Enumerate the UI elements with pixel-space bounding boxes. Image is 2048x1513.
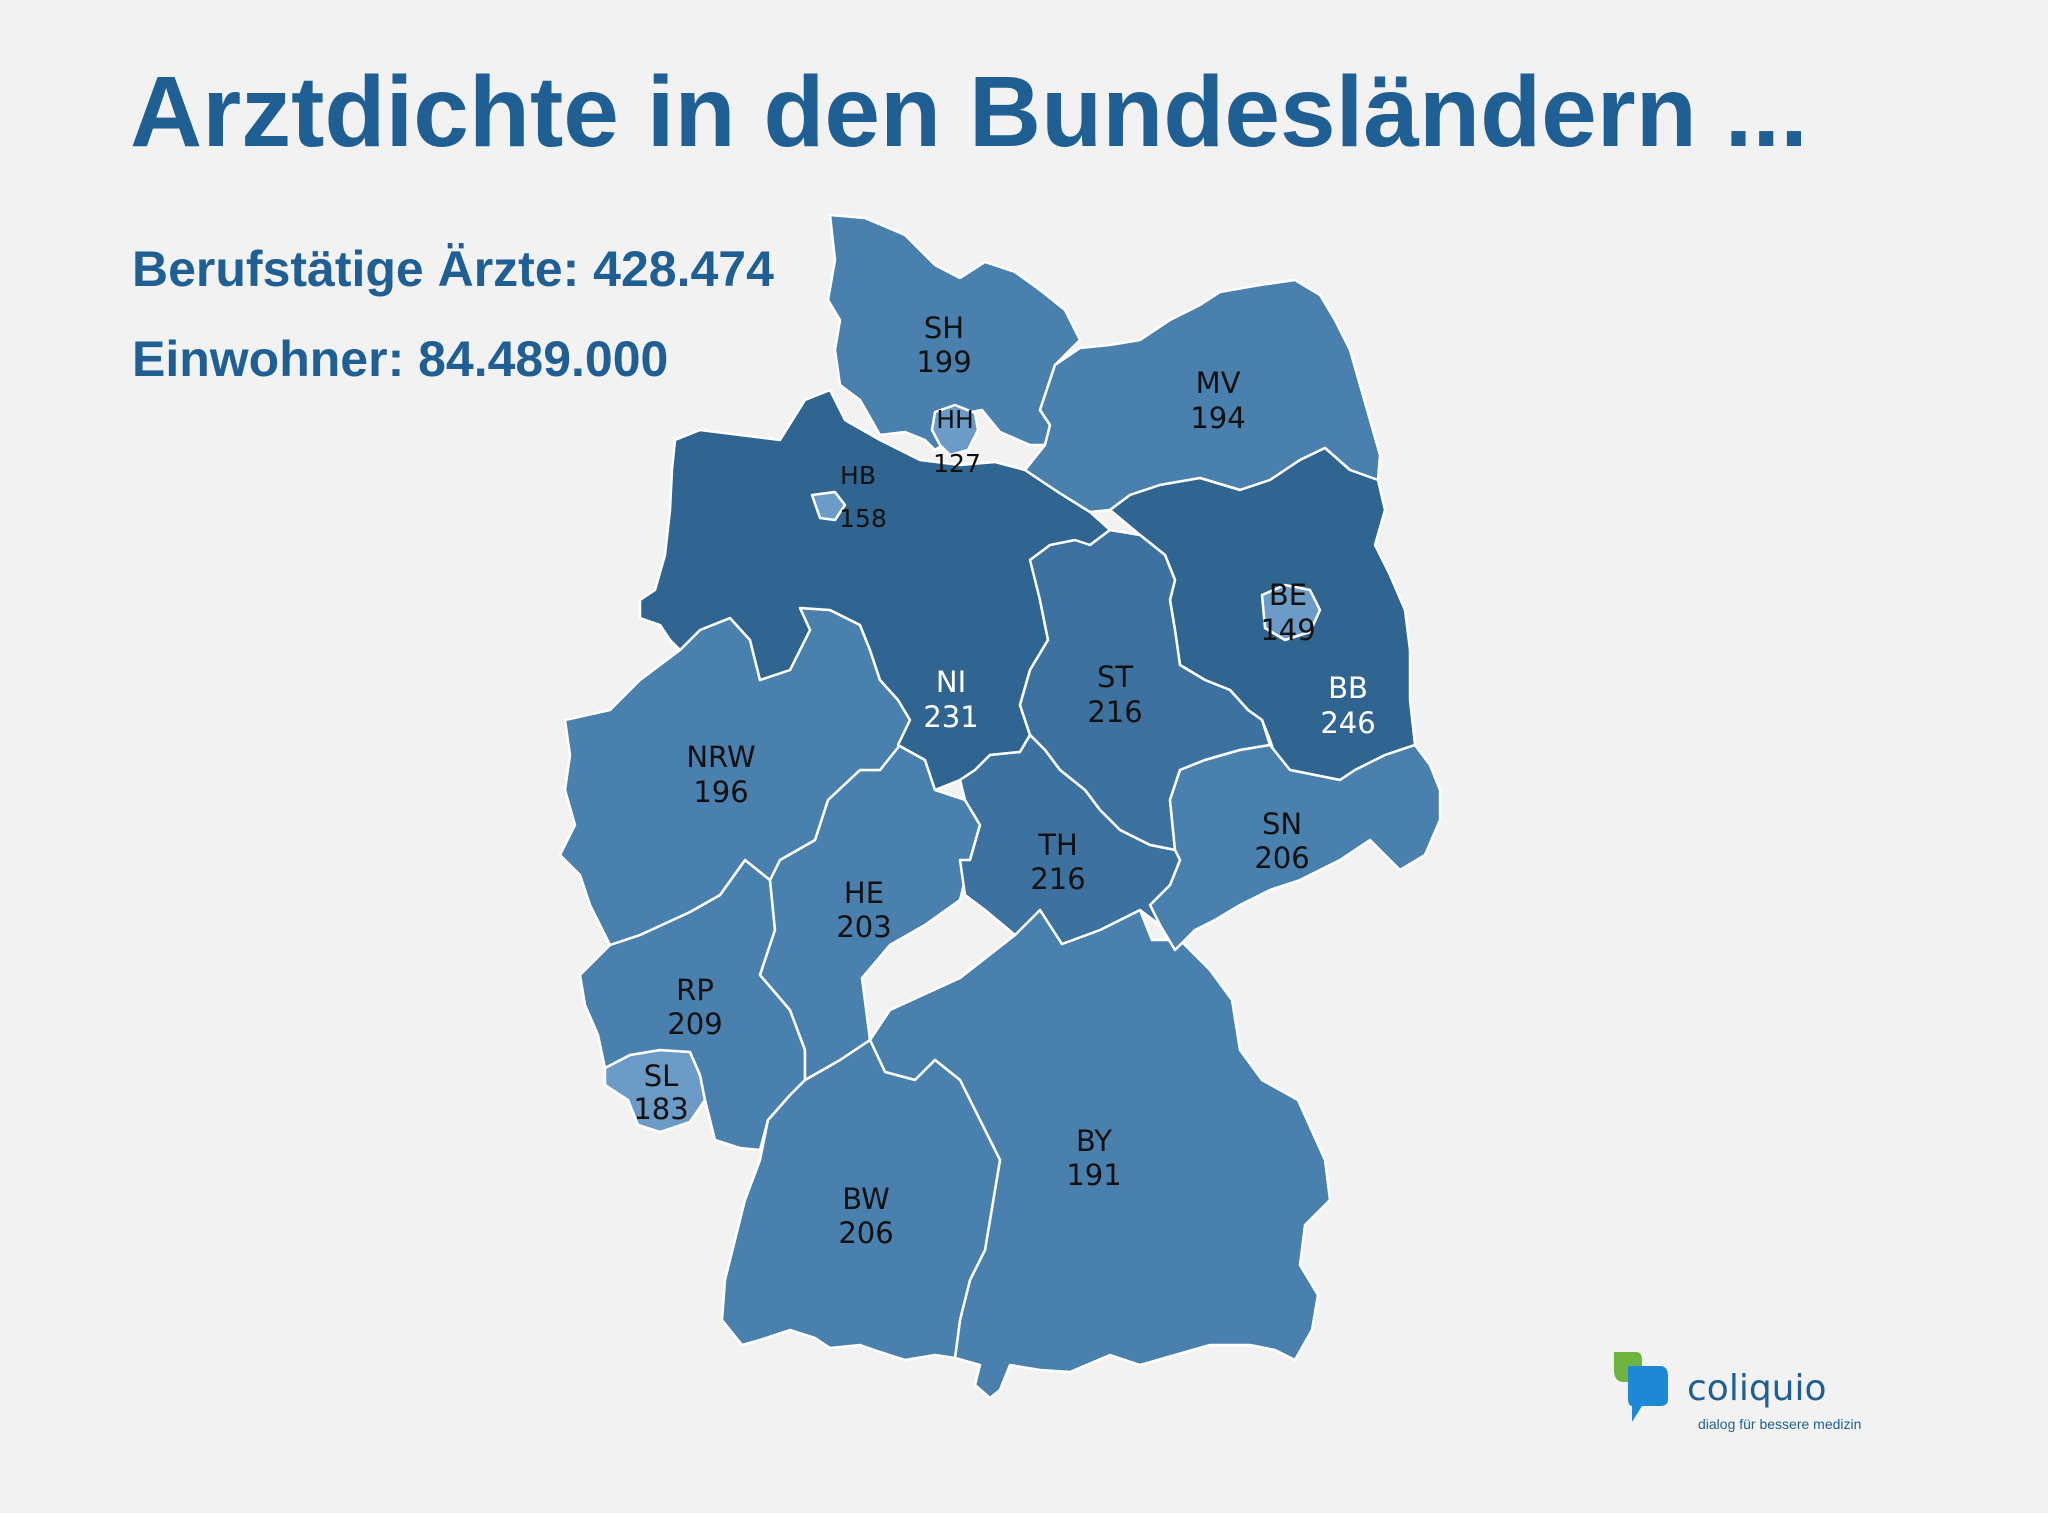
state-TH[interactable]: [958, 733, 1182, 946]
label-SH-value: 199: [916, 345, 971, 379]
label-SN-code: SN: [1262, 807, 1302, 841]
state-SH[interactable]: [826, 213, 1082, 452]
label-BE-value: 149: [1260, 613, 1315, 647]
label-HE-code: HE: [844, 876, 884, 910]
label-SL-value: 183: [633, 1092, 688, 1126]
label-BW-code: BW: [842, 1182, 890, 1216]
label-BY-value: 191: [1066, 1158, 1121, 1192]
page-title: Arztdichte in den Bundesländern ...: [130, 56, 1808, 168]
state-HB[interactable]: [810, 490, 847, 522]
label-MV-code: MV: [1196, 366, 1241, 400]
logo-tagline: dialog für bessere medizin: [1698, 1416, 1862, 1432]
label-NI-value: 231: [923, 700, 978, 734]
label-MV-value: 194: [1190, 401, 1245, 435]
label-BE-code: BE: [1269, 578, 1307, 612]
state-labels: SH 199 HH 127 MV 194 HB 158 NI 231 BE 14…: [633, 311, 1375, 1250]
label-BW-value: 206: [838, 1216, 893, 1250]
label-HH-code: HH: [936, 405, 974, 434]
label-SH-code: SH: [924, 311, 964, 345]
state-BE[interactable]: [1260, 583, 1322, 642]
population-count: Einwohner: 84.489.000: [132, 331, 669, 387]
label-SL-code: SL: [644, 1059, 679, 1093]
label-HB-value: 158: [839, 504, 887, 533]
label-TH-value: 216: [1030, 862, 1085, 896]
label-BB-value: 246: [1320, 706, 1375, 740]
label-NI-code: NI: [936, 665, 966, 699]
state-BW[interactable]: [720, 1038, 1002, 1362]
label-RP-code: RP: [676, 973, 714, 1007]
state-SN[interactable]: [1148, 743, 1442, 952]
label-ST-value: 216: [1087, 695, 1142, 729]
coliquio-logo: coliquio dialog für bessere medizin: [1610, 1348, 1890, 1438]
speech-bubble-icon: [1614, 1352, 1668, 1422]
label-BY-code: BY: [1076, 1124, 1112, 1158]
label-TH-code: TH: [1037, 828, 1078, 862]
label-HE-value: 203: [836, 910, 891, 944]
label-NRW-code: NRW: [686, 740, 755, 774]
logo-name: coliquio: [1687, 1368, 1827, 1409]
label-BB-code: BB: [1328, 671, 1368, 705]
label-HB-code: HB: [840, 461, 876, 490]
label-ST-code: ST: [1097, 660, 1133, 694]
state-HH[interactable]: [930, 403, 980, 457]
label-HH-value: 127: [933, 449, 981, 478]
doctors-count: Berufstätige Ärzte: 428.474: [132, 241, 774, 297]
label-SN-value: 206: [1254, 841, 1309, 875]
label-RP-value: 209: [667, 1007, 722, 1041]
label-NRW-value: 196: [693, 775, 748, 809]
